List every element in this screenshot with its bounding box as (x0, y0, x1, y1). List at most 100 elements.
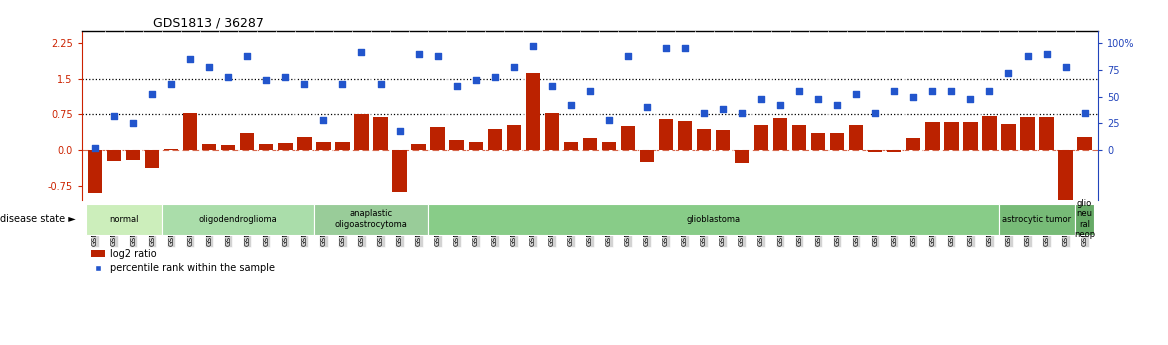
Bar (999, 204, 1075, 235)
Bar (85, 204, 161, 235)
Bar (183, 113, 197, 150)
Bar (335, 142, 349, 150)
Bar (773, 118, 787, 150)
Point (390, 128, 409, 134)
Point (523, 43, 542, 49)
Text: astrocytic tumor: astrocytic tumor (1002, 215, 1071, 224)
Text: GDS1813 / 36287: GDS1813 / 36287 (153, 17, 264, 30)
Bar (1040, 117, 1054, 150)
Bar (544, 113, 559, 150)
Text: glio
neu
ral
neop: glio neu ral neop (1075, 199, 1096, 239)
Bar (278, 143, 292, 150)
Bar (811, 134, 826, 150)
Bar (431, 127, 445, 150)
Bar (868, 150, 882, 152)
Point (562, 102, 580, 108)
Point (771, 102, 790, 108)
Point (218, 75, 237, 80)
Bar (925, 121, 939, 150)
Bar (640, 150, 654, 162)
Point (85, 145, 104, 151)
Point (200, 64, 218, 69)
Point (980, 88, 999, 94)
Point (1037, 51, 1056, 57)
Point (619, 53, 638, 59)
Point (429, 53, 447, 59)
Point (656, 46, 675, 51)
Bar (906, 138, 920, 150)
Text: normal: normal (109, 215, 138, 224)
Text: glioblastoma: glioblastoma (687, 215, 741, 224)
Bar (1058, 150, 1072, 201)
Point (790, 88, 808, 94)
Bar (620, 126, 635, 150)
Point (1018, 53, 1037, 59)
Bar (450, 140, 464, 150)
Point (828, 102, 847, 108)
Bar (1075, 204, 1094, 235)
Bar (697, 129, 711, 150)
Point (809, 96, 828, 101)
Bar (526, 73, 540, 150)
Point (276, 75, 294, 80)
Bar (161, 204, 314, 235)
Bar (429, 204, 999, 235)
Point (695, 110, 714, 115)
Point (371, 81, 390, 87)
Point (599, 117, 618, 123)
Point (238, 53, 257, 59)
Point (352, 49, 370, 54)
Point (505, 64, 523, 69)
Point (142, 92, 161, 97)
Bar (716, 130, 730, 150)
Point (124, 120, 142, 126)
Point (904, 94, 923, 99)
Point (296, 81, 314, 87)
Point (1056, 64, 1075, 69)
Legend: log2 ratio, percentile rank within the sample: log2 ratio, percentile rank within the s… (86, 245, 279, 277)
Bar (659, 119, 673, 150)
Bar (126, 150, 140, 160)
Bar (298, 137, 312, 150)
Point (885, 88, 904, 94)
Bar (602, 141, 616, 150)
Point (333, 81, 352, 87)
Bar (964, 122, 978, 150)
Bar (830, 134, 844, 150)
Point (447, 83, 466, 89)
Point (865, 110, 884, 115)
Bar (1021, 117, 1035, 150)
Bar (202, 145, 216, 150)
Point (257, 78, 276, 83)
Bar (888, 150, 902, 152)
Text: anaplastic
oligoastrocytoma: anaplastic oligoastrocytoma (334, 209, 408, 229)
Point (314, 117, 333, 123)
Bar (145, 150, 159, 168)
Point (999, 70, 1017, 76)
Bar (259, 145, 273, 150)
Point (1076, 110, 1094, 115)
Bar (392, 150, 406, 192)
Point (675, 46, 694, 51)
Point (580, 88, 599, 94)
Point (162, 81, 181, 87)
Point (638, 105, 656, 110)
Point (961, 96, 980, 101)
Point (923, 88, 941, 94)
Bar (677, 120, 693, 150)
Bar (88, 150, 103, 193)
Bar (849, 125, 863, 150)
Text: oligodendroglioma: oligodendroglioma (199, 215, 277, 224)
Bar (468, 141, 482, 150)
Bar (374, 117, 388, 150)
Bar (411, 145, 425, 150)
Point (847, 92, 865, 97)
Bar (982, 116, 996, 150)
Point (409, 51, 427, 57)
Bar (314, 204, 429, 235)
Point (542, 83, 561, 89)
Point (181, 56, 200, 62)
Point (943, 88, 961, 94)
Bar (241, 134, 255, 150)
Point (486, 75, 505, 80)
